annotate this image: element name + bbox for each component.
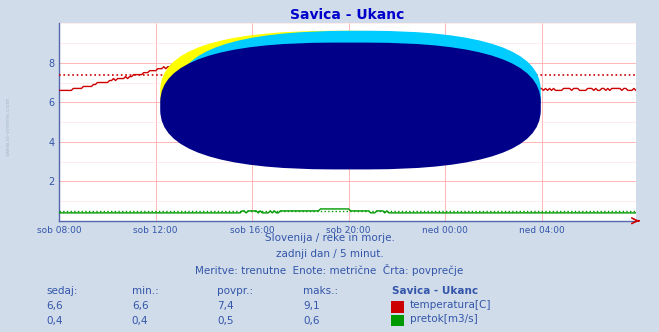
FancyBboxPatch shape (177, 31, 541, 158)
Text: sedaj:: sedaj: (46, 286, 78, 296)
Text: 0,5: 0,5 (217, 316, 234, 326)
Text: povpr.:: povpr.: (217, 286, 254, 296)
Text: pretok[m3/s]: pretok[m3/s] (410, 314, 478, 324)
Text: 6,6: 6,6 (46, 301, 63, 311)
Text: 0,4: 0,4 (46, 316, 63, 326)
Text: temperatura[C]: temperatura[C] (410, 300, 492, 310)
Title: Savica - Ukanc: Savica - Ukanc (291, 8, 405, 22)
FancyBboxPatch shape (160, 31, 523, 158)
Text: 0,4: 0,4 (132, 316, 148, 326)
Text: www.si-vreme.com: www.si-vreme.com (5, 96, 11, 156)
FancyBboxPatch shape (160, 42, 541, 169)
Text: Meritve: trenutne  Enote: metrične  Črta: povprečje: Meritve: trenutne Enote: metrične Črta: … (195, 264, 464, 276)
Text: zadnji dan / 5 minut.: zadnji dan / 5 minut. (275, 249, 384, 259)
Text: maks.:: maks.: (303, 286, 338, 296)
Text: 7,4: 7,4 (217, 301, 234, 311)
Text: 6,6: 6,6 (132, 301, 148, 311)
Text: 9,1: 9,1 (303, 301, 320, 311)
Text: www.si-vreme.com: www.si-vreme.com (185, 123, 511, 152)
Text: 0,6: 0,6 (303, 316, 320, 326)
Text: min.:: min.: (132, 286, 159, 296)
Text: Slovenija / reke in morje.: Slovenija / reke in morje. (264, 233, 395, 243)
Text: Savica - Ukanc: Savica - Ukanc (392, 286, 478, 296)
